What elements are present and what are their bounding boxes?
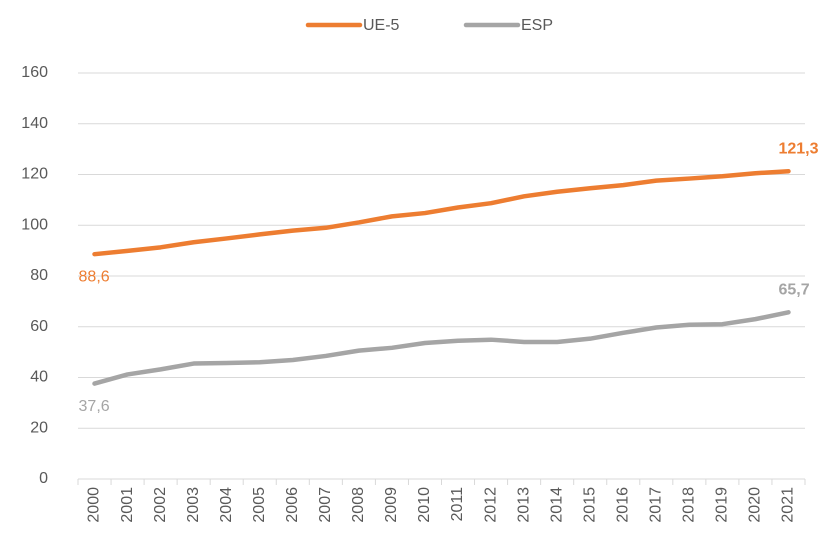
x-tick-label: 2001 xyxy=(119,487,136,523)
x-tick-label: 2021 xyxy=(780,487,797,523)
x-tick-label: 2004 xyxy=(218,487,235,523)
x-tick-label: 2014 xyxy=(548,487,565,523)
y-tick-label: 80 xyxy=(30,267,48,284)
x-tick-label: 2003 xyxy=(185,487,202,523)
data-label: 121,3 xyxy=(778,140,818,157)
x-tick-label: 2005 xyxy=(251,487,268,523)
legend-label: ESP xyxy=(521,17,553,34)
y-tick-label: 100 xyxy=(21,216,48,233)
legend-label: UE-5 xyxy=(363,17,400,34)
x-tick-label: 2015 xyxy=(581,487,598,523)
data-label: 65,7 xyxy=(778,282,809,299)
x-tick-label: 2017 xyxy=(648,487,665,523)
x-tick-label: 2020 xyxy=(747,487,764,523)
data-label: 37,6 xyxy=(79,398,110,415)
y-tick-label: 0 xyxy=(39,470,48,487)
line xyxy=(92,310,791,386)
x-tick-label: 2018 xyxy=(681,487,698,523)
y-tick-label: 40 xyxy=(30,369,48,386)
x-tick-label: 2007 xyxy=(317,487,334,523)
data-label: 88,6 xyxy=(79,268,110,285)
x-tick-label: 2013 xyxy=(515,487,532,523)
line xyxy=(92,168,791,257)
x-tick-label: 2010 xyxy=(416,487,433,523)
y-tick-label: 120 xyxy=(21,166,48,183)
x-tick-label: 2000 xyxy=(86,487,103,523)
y-tick-label: 140 xyxy=(21,115,48,132)
x-tick-label: 2002 xyxy=(152,487,169,523)
x-tick-label: 2011 xyxy=(449,487,466,522)
x-tick-label: 2008 xyxy=(350,487,367,523)
y-tick-label: 20 xyxy=(30,419,48,436)
y-tick-label: 60 xyxy=(30,318,48,335)
x-tick-label: 2019 xyxy=(714,487,731,523)
x-tick-label: 2006 xyxy=(284,487,301,523)
x-tick-label: 2012 xyxy=(482,487,499,523)
x-tick-label: 2016 xyxy=(614,487,631,523)
x-tick-label: 2009 xyxy=(383,487,400,523)
y-tick-label: 160 xyxy=(21,64,48,81)
